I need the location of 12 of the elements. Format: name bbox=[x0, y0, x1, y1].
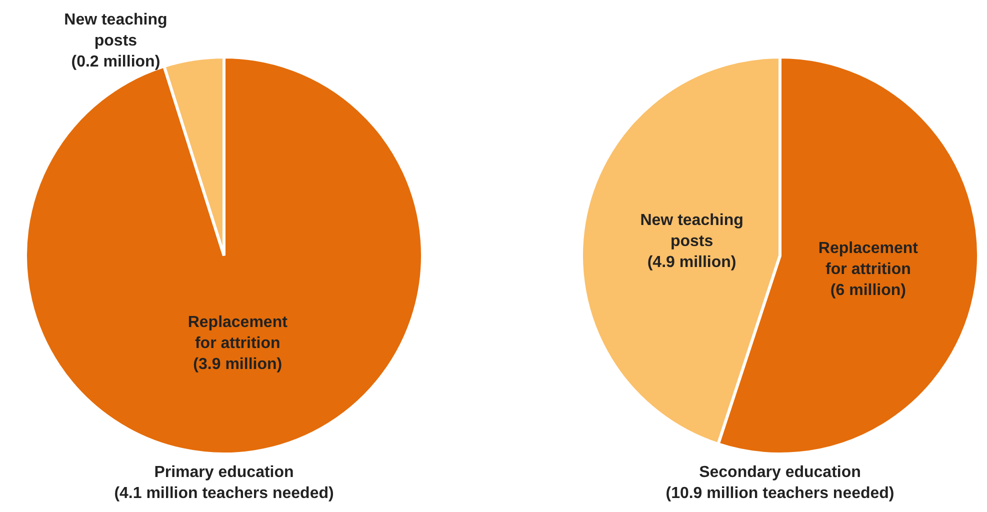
data-label: (6 million) bbox=[830, 282, 906, 300]
slice-label: Replacement for attrition bbox=[818, 240, 919, 278]
slice-label: Replacement for attrition bbox=[188, 314, 288, 352]
slice-label: New teaching posts bbox=[64, 12, 168, 50]
text: Primary education bbox=[154, 464, 294, 481]
data-label: (4.9 million) bbox=[647, 254, 736, 271]
data-label: (3.9 million) bbox=[193, 356, 282, 374]
data-label: (0.2 million) bbox=[71, 54, 160, 71]
text: (10.9 million teachers needed) bbox=[666, 485, 894, 502]
text: Secondary education bbox=[699, 464, 861, 481]
text: (4.1 million teachers needed) bbox=[114, 485, 334, 502]
slice-label: New teaching posts bbox=[640, 212, 744, 250]
